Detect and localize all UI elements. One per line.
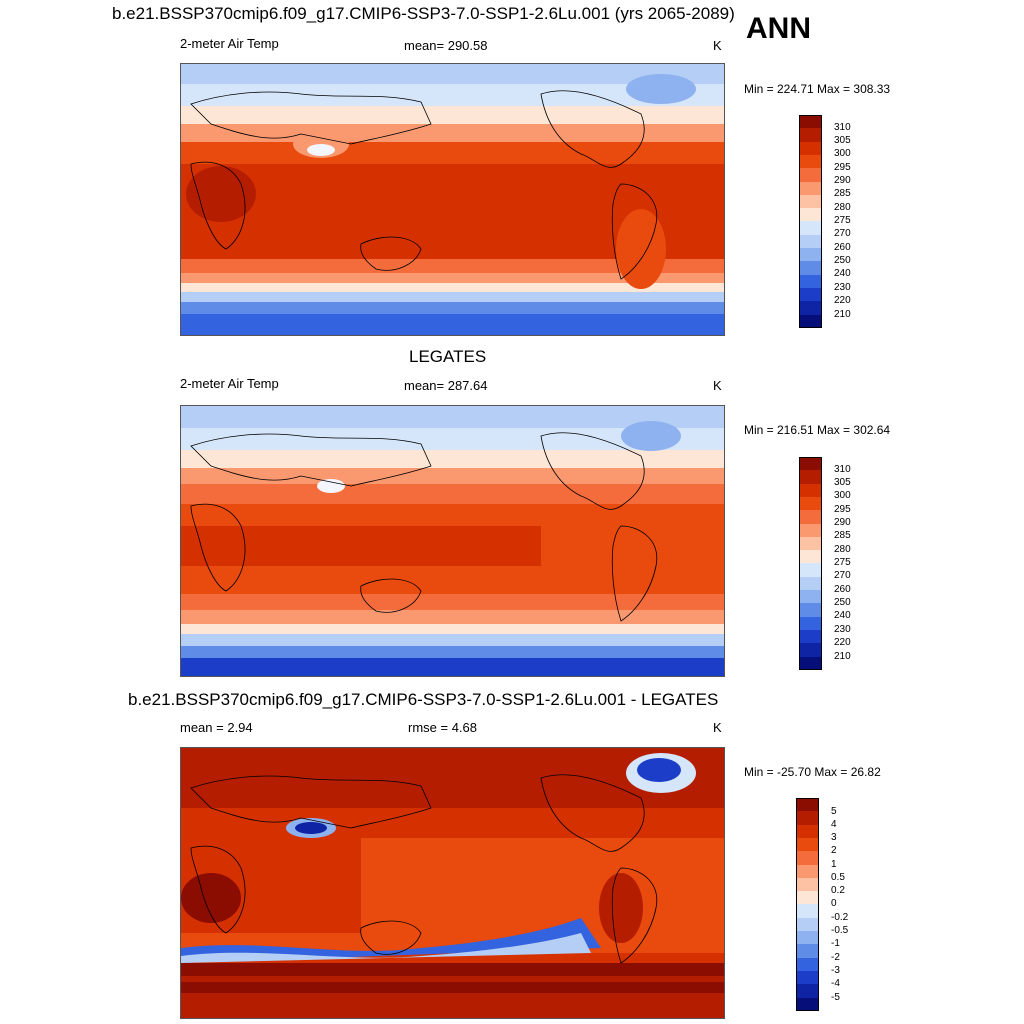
colorbar-tick: 250 (834, 597, 851, 608)
panel3-difference-field (181, 748, 724, 1018)
colorbar-tick: 260 (834, 584, 851, 595)
colorbar-tick: 3 (831, 832, 837, 843)
colorbar-tick: 290 (834, 175, 851, 186)
colorbar-tick: 0.5 (831, 872, 845, 883)
colorbar-frame (799, 115, 822, 328)
colorbar-tick: -0.2 (831, 912, 849, 923)
panel3-unit-label: K (713, 720, 722, 735)
colorbar-tick: 5 (831, 806, 837, 817)
colorbar-tick: 240 (834, 268, 851, 279)
colorbar-tick: 270 (834, 570, 851, 581)
colorbar-tick: 275 (834, 215, 851, 226)
panel2-unit-label: K (713, 378, 722, 393)
colorbar-tick: 295 (834, 504, 851, 515)
colorbar-tick: 310 (834, 122, 851, 133)
colorbar-tick: -4 (831, 978, 840, 989)
season-label: ANN (746, 12, 811, 45)
colorbar-tick: -1 (831, 938, 840, 949)
panel3-mean-label: mean = 2.94 (180, 720, 253, 735)
panel1-mean-label: mean= 290.58 (404, 38, 488, 53)
colorbar-tick: 300 (834, 490, 851, 501)
colorbar-tick: 230 (834, 282, 851, 293)
colorbar-tick: 0.2 (831, 885, 845, 896)
colorbar-tick: -0.5 (831, 925, 849, 936)
colorbar-tick: 300 (834, 148, 851, 159)
colorbar-tick: -2 (831, 952, 840, 963)
panel2-map (180, 405, 725, 677)
panel1-temperature-field (181, 64, 724, 335)
panel2-temperature-field (181, 406, 724, 676)
colorbar-tick: 305 (834, 135, 851, 146)
colorbar-tick: 2 (831, 845, 837, 856)
colorbar-tick: -3 (831, 965, 840, 976)
panel3-rmse-label: rmse = 4.68 (408, 720, 478, 735)
panel3-map (180, 747, 725, 1019)
colorbar-tick: 210 (834, 309, 851, 320)
colorbar-tick: 270 (834, 228, 851, 239)
colorbar-tick: 280 (834, 544, 851, 555)
colorbar-tick: 4 (831, 819, 837, 830)
panel1-title: b.e21.BSSP370cmip6.f09_g17.CMIP6-SSP3-7.… (112, 4, 735, 23)
colorbar-tick: 290 (834, 517, 851, 528)
colorbar-tick: 285 (834, 530, 851, 541)
colorbar-tick: 240 (834, 610, 851, 621)
colorbar-tick: 280 (834, 202, 851, 213)
panel3-minmax-label: Min = -25.70 Max = 26.82 (744, 765, 881, 779)
panel1-unit-label: K (713, 38, 722, 53)
panel1-variable-label: 2-meter Air Temp (180, 36, 279, 51)
colorbar-tick: 0 (831, 898, 837, 909)
colorbar-frame (796, 798, 819, 1011)
panel2-variable-label: 2-meter Air Temp (180, 376, 279, 391)
colorbar-tick: 230 (834, 624, 851, 635)
colorbar-tick: -5 (831, 992, 840, 1003)
panel2-minmax-label: Min = 216.51 Max = 302.64 (744, 423, 891, 437)
colorbar-frame (799, 457, 822, 670)
panel1-minmax-label: Min = 224.71 Max = 308.33 (744, 82, 891, 96)
panel2-mean-label: mean= 287.64 (404, 378, 488, 393)
panel3-title: b.e21.BSSP370cmip6.f09_g17.CMIP6-SSP3-7.… (128, 690, 719, 709)
colorbar-tick: 305 (834, 477, 851, 488)
panel1-map (180, 63, 725, 336)
colorbar-tick: 220 (834, 637, 851, 648)
colorbar-tick: 250 (834, 255, 851, 266)
colorbar-tick: 210 (834, 651, 851, 662)
colorbar-tick: 260 (834, 242, 851, 253)
colorbar-tick: 275 (834, 557, 851, 568)
colorbar-tick: 285 (834, 188, 851, 199)
colorbar-tick: 295 (834, 162, 851, 173)
panel2-title: LEGATES (409, 347, 487, 366)
colorbar-tick: 220 (834, 295, 851, 306)
colorbar-tick: 1 (831, 859, 837, 870)
colorbar-tick: 310 (834, 464, 851, 475)
